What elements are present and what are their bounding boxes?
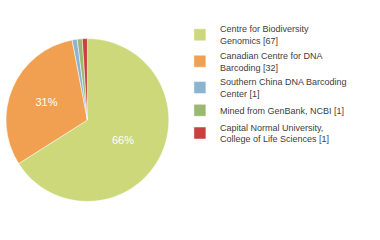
svg-text:Mined from GenBank, NCBI [1]: Mined from GenBank, NCBI [1]: [220, 106, 344, 116]
svg-text:66%: 66%: [112, 134, 134, 146]
svg-text:Capital Normal University,Coll: Capital Normal University,College of Lif…: [220, 123, 329, 145]
svg-text:Southern China DNA BarcodingCe: Southern China DNA BarcodingCenter [1]: [220, 77, 347, 99]
svg-text:Canadian Centre for DNABarcodi: Canadian Centre for DNABarcoding [32]: [220, 51, 323, 73]
svg-text:31%: 31%: [35, 96, 57, 108]
svg-text:Centre for BiodiversityGenomic: Centre for BiodiversityGenomics [67]: [220, 24, 309, 46]
